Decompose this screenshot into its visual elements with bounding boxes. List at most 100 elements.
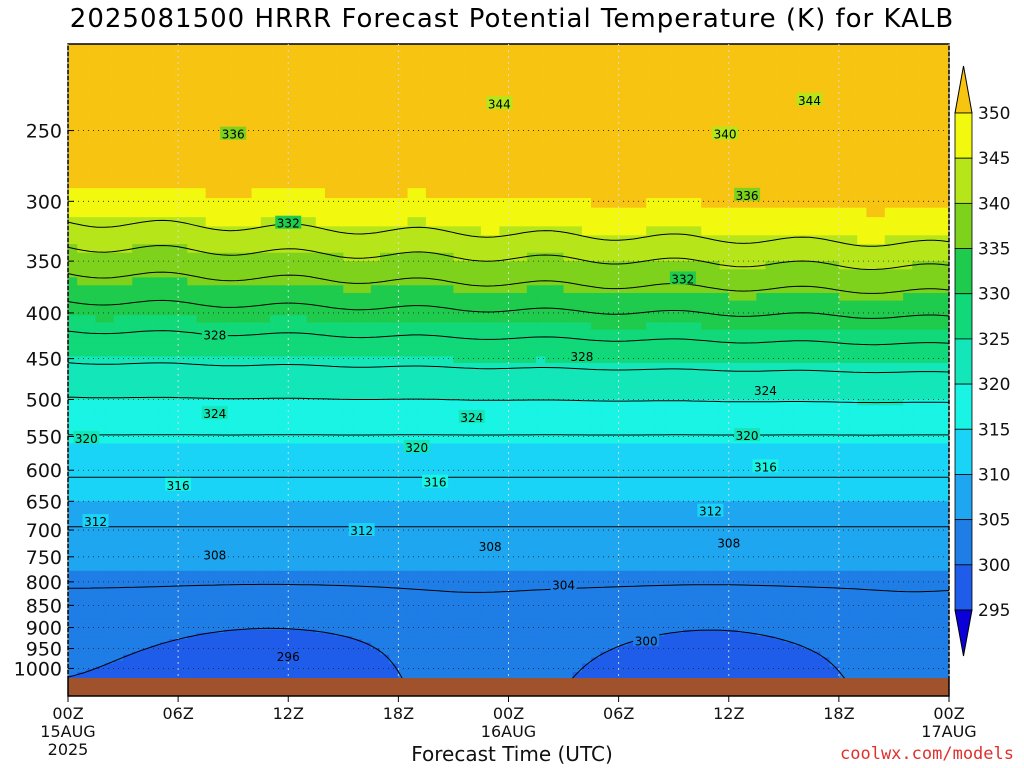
heatmap-cell xyxy=(178,427,188,434)
heatmap-cell xyxy=(710,362,721,370)
heatmap-cell xyxy=(636,349,647,358)
heatmap-cell xyxy=(380,207,390,218)
heatmap-cell xyxy=(352,416,363,423)
heatmap-cell xyxy=(572,308,583,316)
heatmap-cell xyxy=(315,252,326,262)
heatmap-cell xyxy=(526,58,537,73)
heatmap-cell xyxy=(609,369,620,377)
heatmap-cell xyxy=(838,369,849,377)
heatmap-cell xyxy=(398,329,409,338)
heatmap-cell xyxy=(462,244,473,254)
heatmap-cell xyxy=(526,343,537,351)
heatmap-cell xyxy=(508,122,519,136)
heatmap-cell xyxy=(903,438,913,445)
heatmap-cell xyxy=(398,44,409,59)
heatmap-cell xyxy=(425,207,436,218)
heatmap-cell xyxy=(829,217,840,227)
heatmap-cell xyxy=(499,207,510,218)
heatmap-cell xyxy=(490,356,500,364)
heatmap-cell xyxy=(132,269,143,278)
heatmap-cell xyxy=(370,122,381,136)
heatmap-cell xyxy=(425,343,436,351)
heatmap-cell xyxy=(692,269,702,278)
heatmap-cell xyxy=(664,308,675,316)
heatmap-cell xyxy=(462,188,473,199)
heatmap-cell xyxy=(68,438,78,445)
heatmap-cell xyxy=(95,453,106,460)
heatmap-cell xyxy=(389,244,399,254)
heatmap-cell xyxy=(939,156,949,169)
heatmap-cell xyxy=(792,285,803,294)
heatmap-cell xyxy=(104,72,115,86)
heatmap-cell xyxy=(554,167,565,179)
heatmap-cell xyxy=(269,405,280,412)
heatmap-cell xyxy=(407,393,418,401)
heatmap-cell xyxy=(829,252,840,262)
heatmap-cell xyxy=(435,329,445,338)
heatmap-cell xyxy=(297,410,308,418)
heatmap-cell xyxy=(306,329,317,338)
heatmap-cell xyxy=(536,427,546,434)
heatmap-cell xyxy=(398,145,409,158)
heatmap-cell xyxy=(499,85,510,99)
heatmap-cell xyxy=(646,198,656,209)
heatmap-cell xyxy=(792,381,803,389)
heatmap-cell xyxy=(829,427,840,434)
heatmap-cell xyxy=(866,453,877,460)
heatmap-cell xyxy=(591,356,601,364)
heatmap-cell xyxy=(618,448,629,455)
heatmap-cell xyxy=(838,177,849,189)
heatmap-cell xyxy=(95,422,106,429)
heatmap-cell xyxy=(168,85,179,99)
heatmap-cell xyxy=(214,72,225,86)
heatmap-cell xyxy=(315,300,326,309)
heatmap-cell xyxy=(802,453,812,460)
heatmap-cell xyxy=(343,293,354,302)
heatmap-cell xyxy=(104,58,115,73)
heatmap-cell xyxy=(765,269,776,278)
heatmap-cell xyxy=(178,72,188,86)
heatmap-cell xyxy=(178,300,188,309)
heatmap-cell xyxy=(279,416,289,423)
heatmap-cell xyxy=(664,448,675,455)
heatmap-cell xyxy=(774,300,785,309)
heatmap-cell xyxy=(673,198,684,209)
heatmap-cell xyxy=(563,277,574,286)
heatmap-cell xyxy=(416,293,427,302)
heatmap-cell xyxy=(701,432,711,439)
heatmap-cell xyxy=(655,261,666,270)
heatmap-cell xyxy=(224,362,234,370)
heatmap-cell xyxy=(765,432,776,439)
heatmap-cell xyxy=(545,300,555,309)
heatmap-cell xyxy=(68,134,78,147)
heatmap-cell xyxy=(517,387,528,395)
heatmap-cell xyxy=(150,458,161,465)
heatmap-cell xyxy=(893,336,904,344)
heatmap-cell xyxy=(416,269,427,278)
heatmap-cell xyxy=(435,188,445,199)
heatmap-cell xyxy=(242,72,253,86)
heatmap-cell xyxy=(783,375,794,383)
heatmap-cell xyxy=(517,269,528,278)
heatmap-cell xyxy=(480,375,491,383)
heatmap-cell xyxy=(747,72,757,86)
heatmap-cell xyxy=(517,207,528,218)
heatmap-cell xyxy=(279,110,289,124)
heatmap-cell xyxy=(581,244,592,254)
heatmap-cell xyxy=(288,134,299,147)
heatmap-cell xyxy=(848,226,858,236)
heatmap-cell xyxy=(269,167,280,179)
heatmap-cell xyxy=(692,285,702,294)
heatmap-cell xyxy=(425,72,436,86)
heatmap-cell xyxy=(214,422,225,429)
heatmap-cell xyxy=(646,226,656,236)
heatmap-cell xyxy=(370,453,381,460)
heatmap-cell xyxy=(710,422,721,429)
heatmap-cell xyxy=(627,432,638,439)
heatmap-cell xyxy=(68,198,78,209)
heatmap-cell xyxy=(380,217,390,227)
heatmap-cell xyxy=(77,217,87,227)
heatmap-cell xyxy=(260,329,271,338)
heatmap-cell xyxy=(701,453,711,460)
heatmap-cell xyxy=(802,369,812,377)
